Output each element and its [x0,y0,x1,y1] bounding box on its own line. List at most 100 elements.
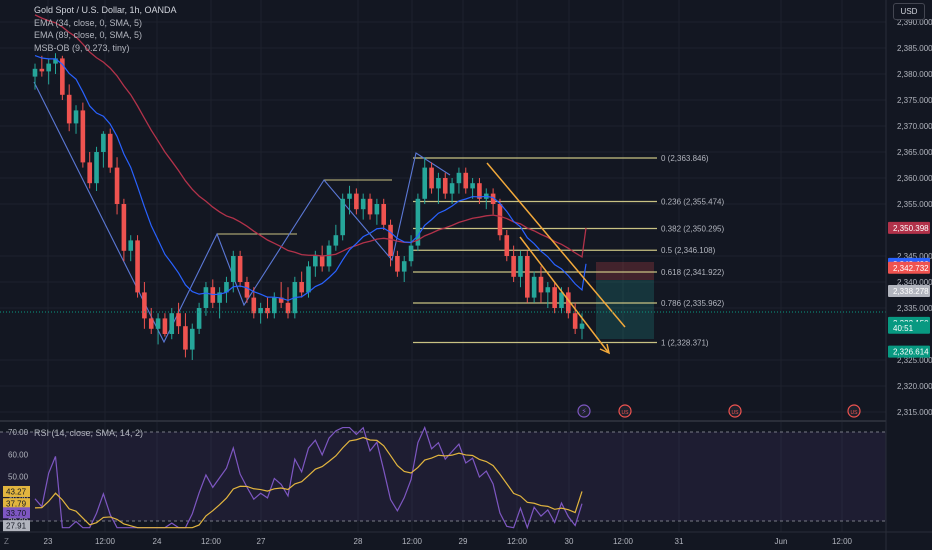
timezone-icon[interactable]: Z [4,537,9,546]
candle [251,287,257,319]
candle [538,266,544,303]
candle-body [244,282,250,298]
candle [518,250,523,288]
candle [224,276,229,303]
candle [511,245,516,282]
time-tick-label: 30 [565,537,574,546]
price-tag-text: 40:51 [893,324,914,333]
candle-body [572,313,578,329]
candle [436,172,441,204]
price-axis[interactable]: 2,390.000 2,385.000 2,380.000 2,375.000 2,37… [897,18,932,417]
time-tick-label: 12:00 [95,537,116,546]
candle-body [470,183,475,189]
candle [367,193,373,220]
take-profit-zone [596,280,654,339]
fib-level-label: 0.786 (2,335.962) [661,299,724,308]
candle-body [94,152,99,184]
candle-body [135,240,140,293]
projection-arrow[interactable] [519,236,609,353]
candle [525,250,530,303]
time-axis[interactable]: 23 12:00 24 12:00 27 28 12:00 29 12:00 30 12:00 31 J… [44,537,853,546]
candle-body [388,224,393,256]
candle [203,282,209,316]
candle-body [176,313,181,327]
candle [32,63,38,90]
candle [333,224,339,251]
candle [422,157,428,204]
rsi-axis[interactable]: 70.0060.0050.0040.0030.0043.2737.7933.70… [3,428,30,532]
msb-ob-legend[interactable]: MSB-OB (9, 0.273, tiny) [34,42,130,53]
svg-text:⚡: ⚡ [581,407,587,416]
time-tick-label: 12:00 [507,537,528,546]
candle-body [511,256,516,277]
price-tick-label: 2,385.000 [897,44,932,53]
candle-body [531,276,537,298]
candle-body [545,287,551,293]
rsi-value-tag: 37.79 [3,498,30,510]
candle-body [497,204,503,236]
candle-body [319,256,325,267]
candle-body [155,318,161,329]
rsi-value-text: 37.79 [6,500,27,509]
candle [531,271,537,303]
candle-body [552,287,557,308]
candle-body [538,276,544,293]
candle [442,172,448,199]
candle [121,198,127,262]
symbol-title[interactable]: Gold Spot / U.S. Dollar, 1h, OANDA [34,5,177,15]
candle-body [265,308,270,314]
candle [128,235,134,262]
candle-body [415,198,421,246]
candle [94,146,99,191]
price-tag-text: 2,338.278 [893,287,929,296]
candle-body [306,266,311,293]
price-tick-label: 2,345.000 [897,252,932,261]
candle [319,245,325,272]
price-tick-label: 2,315.000 [897,408,932,417]
candlestick-series [32,53,585,360]
currency-button[interactable]: USD [893,3,925,20]
lightning-event-icon[interactable]: ⚡ [577,404,591,418]
rsi-legend[interactable]: RSI (14, close, SMA, 14, 2) [34,428,144,438]
candle [73,105,79,134]
projection-arrow-head [599,343,611,355]
time-tick-label: 29 [459,537,468,546]
candle-body [477,183,482,199]
trend-line[interactable] [486,162,626,328]
candle-body [518,256,523,277]
candle-body [107,133,113,168]
fib-level-label: 0.382 (2,350.295) [661,224,724,233]
ema-89-legend[interactable]: EMA (89, close, 0, SMA, 5) [34,30,143,40]
price-tick-label: 2,375.000 [897,96,932,105]
svg-text:US: US [622,410,630,416]
fib-level-label: 0.236 (2,355.474) [661,198,724,207]
ema-34-legend[interactable]: EMA (34, close, 0, SMA, 5) [34,17,143,28]
candle-body [189,328,195,350]
candle-body [224,282,229,293]
rsi-line [34,425,583,530]
candle-body [251,297,257,314]
price-tick-label: 2,340.000 [897,278,932,287]
price-tag: 40:51 [888,321,930,334]
fibonacci-retracement[interactable]: 0 (2,363.846) 0.236 (2,355.474) 0.382 (2,3… [413,154,724,347]
candle-body [367,198,373,215]
candle-body [299,282,304,293]
us-flag-event-icon[interactable]: US [847,404,861,418]
us-flag-event-icon[interactable]: US [728,404,742,418]
candle-body [53,58,58,64]
candle-body [272,297,277,314]
event-markers[interactable]: ⚡ US US US [577,404,861,418]
candle [189,323,195,360]
rsi-tick-label: 60.00 [8,450,29,459]
candle-body [463,172,469,189]
stop-loss-zone [596,262,654,280]
candle-body [87,162,92,184]
candle-body [559,292,564,308]
price-tick-label: 2,370.000 [897,122,932,131]
us-flag-event-icon[interactable]: US [618,404,632,418]
candle [449,178,455,204]
candle-body [395,256,400,272]
rsi-value-text: 27.91 [6,522,27,531]
